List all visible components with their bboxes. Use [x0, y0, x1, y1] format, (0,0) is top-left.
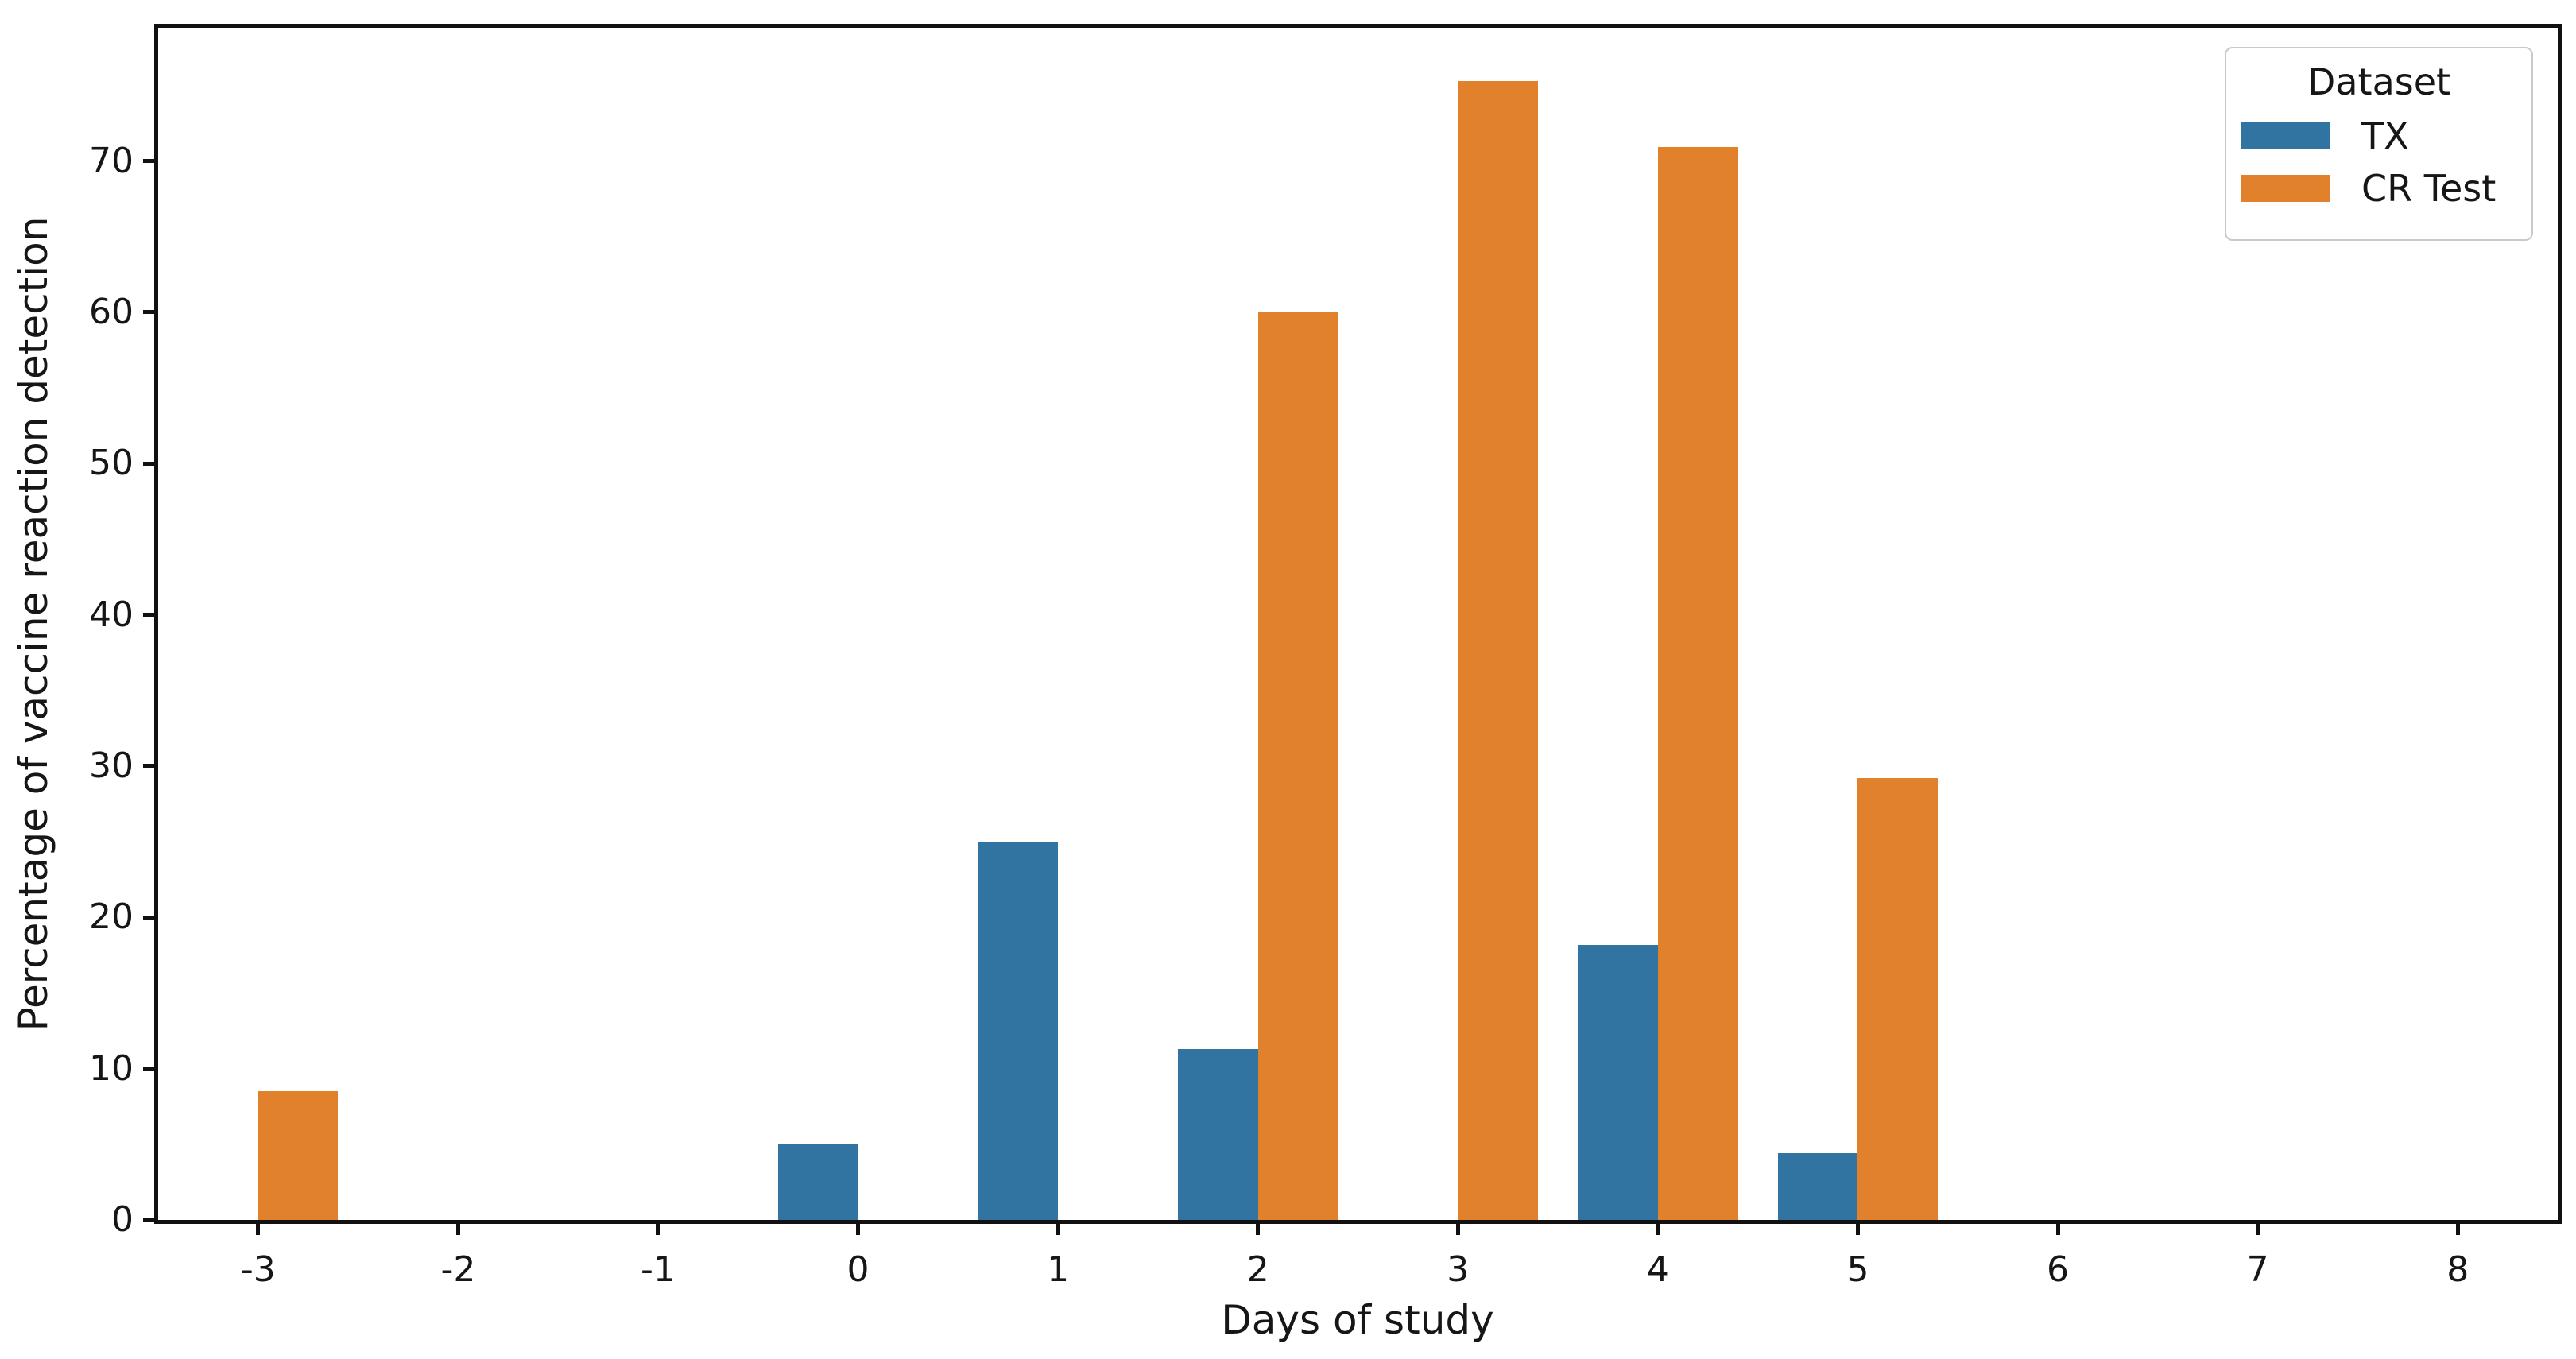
- y-tick-mark-50: [143, 461, 158, 466]
- x-tick-label--3: -3: [240, 1249, 276, 1290]
- x-tick-mark-4: [1656, 1220, 1660, 1235]
- x-tick-mark-7: [2256, 1220, 2260, 1235]
- x-tick-label-3: 3: [1447, 1249, 1470, 1290]
- y-tick-mark-10: [143, 1067, 158, 1071]
- legend-label-tx: TX: [2361, 114, 2409, 157]
- x-tick-mark-5: [1855, 1220, 1860, 1235]
- y-tick-mark-0: [143, 1218, 158, 1222]
- x-tick-mark-0: [856, 1220, 861, 1235]
- y-tick-mark-30: [143, 764, 158, 769]
- x-tick-mark-1: [1056, 1220, 1060, 1235]
- x-tick-label-2: 2: [1246, 1249, 1269, 1290]
- x-tick-label--1: -1: [641, 1249, 676, 1290]
- bar-tx-day-5: [1777, 1153, 1858, 1220]
- y-tick-label-0: 0: [111, 1199, 134, 1240]
- bar-tx-day-1: [978, 842, 1059, 1220]
- x-tick-mark--1: [656, 1220, 660, 1235]
- bar-cr-test-day-5: [1857, 778, 1939, 1220]
- legend-label-cr-test: CR Test: [2361, 167, 2497, 210]
- x-tick-mark--3: [256, 1220, 261, 1235]
- y-tick-mark-70: [143, 159, 158, 163]
- bar-cr-test-day--3: [258, 1091, 339, 1220]
- x-tick-label-6: 6: [2047, 1249, 2070, 1290]
- x-tick-mark-6: [2055, 1220, 2060, 1235]
- y-tick-mark-20: [143, 915, 158, 920]
- bar-tx-day-0: [777, 1144, 858, 1220]
- y-tick-label-30: 30: [89, 745, 134, 786]
- x-tick-label-5: 5: [1846, 1249, 1869, 1290]
- x-tick-mark-8: [2455, 1220, 2460, 1235]
- bar-tx-day-4: [1578, 944, 1658, 1220]
- x-tick-mark-3: [1455, 1220, 1460, 1235]
- x-tick-label-1: 1: [1047, 1249, 1070, 1290]
- x-tick-mark--2: [455, 1220, 460, 1235]
- bar-tx-day-2: [1178, 1048, 1258, 1220]
- x-tick-label-8: 8: [2446, 1249, 2469, 1290]
- plot-area: [154, 24, 2562, 1224]
- y-tick-label-50: 50: [89, 443, 134, 484]
- y-axis-label: Percentage of vaccine reaction detection: [10, 216, 56, 1032]
- legend-row-cr-test: CR Test: [2241, 169, 2517, 207]
- x-axis-label: Days of study: [1221, 1297, 1494, 1343]
- y-tick-mark-60: [143, 310, 158, 315]
- y-tick-label-20: 20: [89, 896, 134, 938]
- x-tick-label-7: 7: [2246, 1249, 2269, 1290]
- x-tick-mark-2: [1256, 1220, 1261, 1235]
- x-tick-label-0: 0: [846, 1249, 870, 1290]
- bar-cr-test-day-4: [1657, 147, 1738, 1220]
- tx-color-swatch-icon: [2241, 122, 2330, 149]
- y-tick-label-40: 40: [89, 594, 134, 635]
- legend-title: Dataset: [2307, 60, 2451, 103]
- bar-cr-test-day-2: [1257, 312, 1338, 1220]
- y-tick-label-70: 70: [89, 140, 134, 181]
- y-tick-mark-40: [143, 613, 158, 618]
- y-tick-label-10: 10: [89, 1047, 134, 1089]
- x-tick-label-4: 4: [1646, 1249, 1669, 1290]
- y-tick-label-60: 60: [89, 291, 134, 332]
- cr-test-color-swatch-icon: [2241, 175, 2330, 202]
- bar-cr-test-day-3: [1458, 80, 1538, 1220]
- legend: Dataset TX CR Test: [2225, 47, 2533, 241]
- x-tick-label--2: -2: [440, 1249, 476, 1290]
- legend-row-tx: TX: [2241, 117, 2517, 155]
